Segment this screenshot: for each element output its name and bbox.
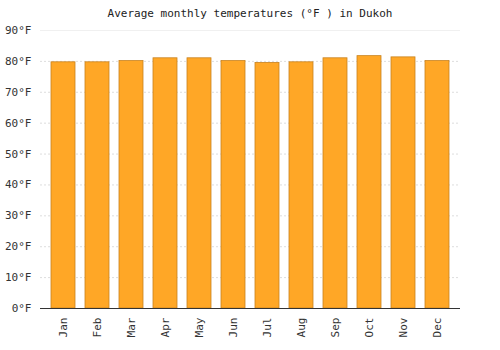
html-text:Average monthly temperatures (: Average monthly temperatures (°F ) in Du… <box>107 7 393 20</box>
svg-text:80°F: 80°F <box>5 55 32 68</box>
svg-text:0°F: 0°F <box>12 302 32 315</box>
svg-text:40°F: 40°F <box>5 178 32 191</box>
svg-text:Oct: Oct <box>363 318 376 338</box>
svg-text:Jun: Jun <box>227 318 240 338</box>
svg-text:60°F: 60°F <box>5 117 32 130</box>
svg-text:50°F: 50°F <box>5 148 32 161</box>
svg-text:Dec: Dec <box>431 318 444 338</box>
svg-text:Apr: Apr <box>159 317 172 337</box>
svg-text:May: May <box>193 317 206 337</box>
svg-text:Nov: Nov <box>397 317 410 337</box>
svg-text:20°F: 20°F <box>5 240 32 253</box>
svg-text:Jan: Jan <box>57 318 70 338</box>
svg-text:90°F: 90°F <box>5 24 32 37</box>
svg-text:Aug: Aug <box>295 318 308 338</box>
svg-text:10°F: 10°F <box>5 271 32 284</box>
svg-text:30°F: 30°F <box>5 209 32 222</box>
svg-text:70°F: 70°F <box>5 86 32 99</box>
svg-text:Jul: Jul <box>261 318 274 338</box>
svg-text:Feb: Feb <box>91 318 104 338</box>
svg-text:Sep: Sep <box>329 318 342 338</box>
svg-text:Mar: Mar <box>125 317 138 337</box>
